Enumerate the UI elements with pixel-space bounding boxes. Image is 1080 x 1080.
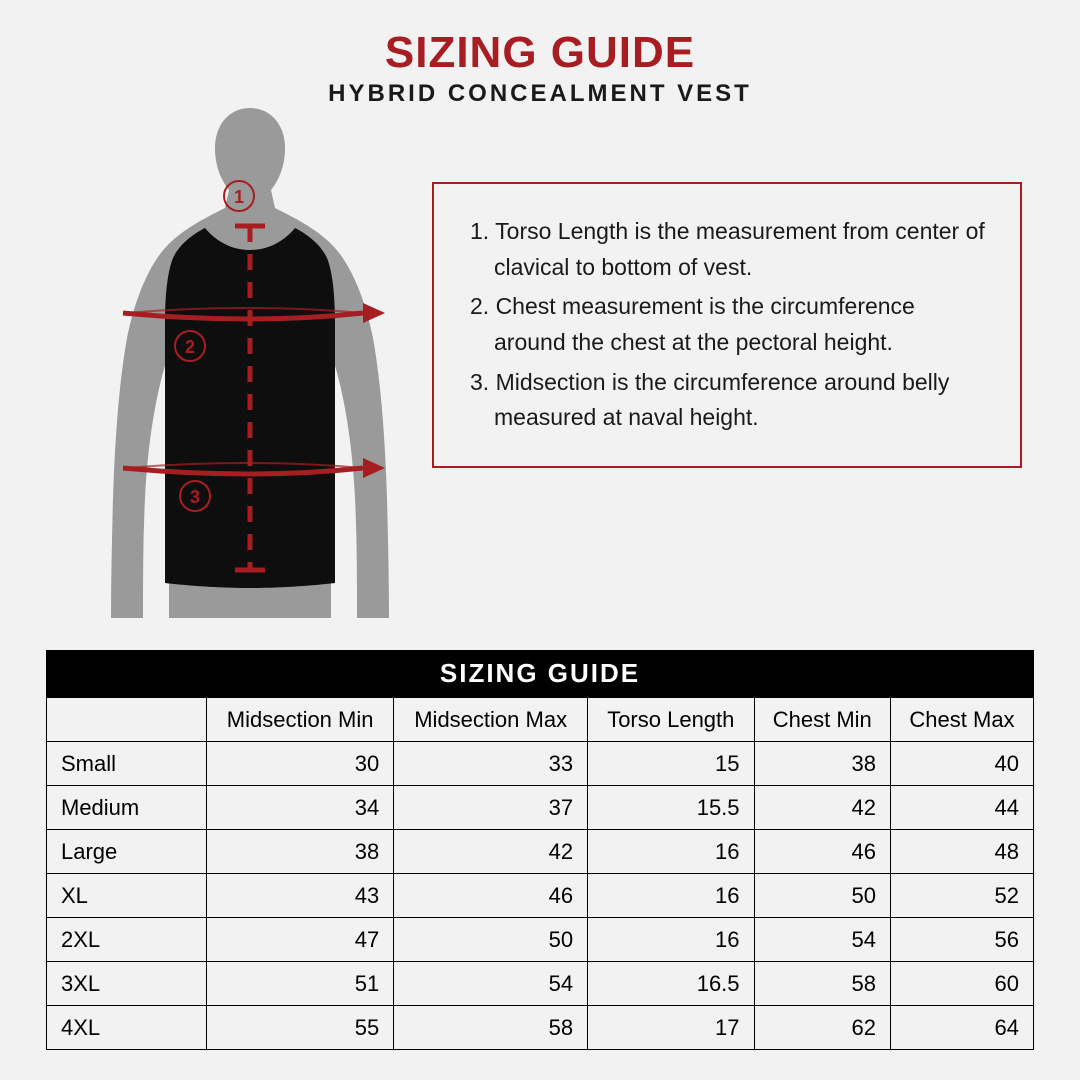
body-diagram: 1 2 3 [85, 98, 415, 628]
value-cell: 15 [588, 742, 754, 786]
table-col-size [47, 698, 207, 742]
value-cell: 33 [394, 742, 588, 786]
size-cell: Medium [47, 786, 207, 830]
value-cell: 16 [588, 830, 754, 874]
value-cell: 46 [754, 830, 890, 874]
table-row: XL4346165052 [47, 874, 1034, 918]
value-cell: 38 [207, 830, 394, 874]
table-row: 4XL5558176264 [47, 1006, 1034, 1050]
table-col: Midsection Min [207, 698, 394, 742]
value-cell: 48 [890, 830, 1033, 874]
value-cell: 58 [754, 962, 890, 1006]
table-title: SIZING GUIDE [46, 650, 1034, 697]
torso-length-marker-label: 1 [234, 187, 244, 207]
value-cell: 42 [754, 786, 890, 830]
value-cell: 30 [207, 742, 394, 786]
table-header-row: Midsection MinMidsection MaxTorso Length… [47, 698, 1034, 742]
table-row: 2XL4750165456 [47, 918, 1034, 962]
size-cell: 2XL [47, 918, 207, 962]
table-row: Large3842164648 [47, 830, 1034, 874]
table-body: Small3033153840Medium343715.54244Large38… [47, 742, 1034, 1050]
value-cell: 16 [588, 874, 754, 918]
value-cell: 54 [394, 962, 588, 1006]
value-cell: 40 [890, 742, 1033, 786]
midsection-marker-label: 3 [190, 487, 200, 507]
table-col: Chest Min [754, 698, 890, 742]
value-cell: 64 [890, 1006, 1033, 1050]
value-cell: 38 [754, 742, 890, 786]
value-cell: 52 [890, 874, 1033, 918]
value-cell: 44 [890, 786, 1033, 830]
value-cell: 34 [207, 786, 394, 830]
instruction-2: 2. Chest measurement is the circumferenc… [470, 289, 992, 360]
value-cell: 46 [394, 874, 588, 918]
value-cell: 51 [207, 962, 394, 1006]
value-cell: 55 [207, 1006, 394, 1050]
size-cell: XL [47, 874, 207, 918]
header: SIZING GUIDE HYBRID CONCEALMENT VEST [0, 0, 1080, 108]
size-cell: 3XL [47, 962, 207, 1006]
instruction-box: 1. Torso Length is the measurement from … [432, 182, 1022, 468]
table-row: Medium343715.54244 [47, 786, 1034, 830]
chest-marker-label: 2 [185, 337, 195, 357]
value-cell: 42 [394, 830, 588, 874]
value-cell: 37 [394, 786, 588, 830]
sizing-table-wrap: SIZING GUIDE Midsection MinMidsection Ma… [46, 650, 1034, 1050]
size-cell: Large [47, 830, 207, 874]
value-cell: 43 [207, 874, 394, 918]
table-col: Chest Max [890, 698, 1033, 742]
value-cell: 15.5 [588, 786, 754, 830]
value-cell: 58 [394, 1006, 588, 1050]
table-col: Midsection Max [394, 698, 588, 742]
value-cell: 56 [890, 918, 1033, 962]
size-cell: 4XL [47, 1006, 207, 1050]
value-cell: 16.5 [588, 962, 754, 1006]
value-cell: 50 [754, 874, 890, 918]
value-cell: 62 [754, 1006, 890, 1050]
size-cell: Small [47, 742, 207, 786]
value-cell: 47 [207, 918, 394, 962]
sizing-table: Midsection MinMidsection MaxTorso Length… [46, 697, 1034, 1050]
table-col: Torso Length [588, 698, 754, 742]
page-title: SIZING GUIDE [0, 28, 1080, 78]
value-cell: 54 [754, 918, 890, 962]
table-row: 3XL515416.55860 [47, 962, 1034, 1006]
value-cell: 50 [394, 918, 588, 962]
instruction-3: 3. Midsection is the circumference aroun… [470, 365, 992, 436]
table-row: Small3033153840 [47, 742, 1034, 786]
value-cell: 60 [890, 962, 1033, 1006]
diagram-and-instructions: 1 2 3 1. Torso Length is the measurement f… [0, 108, 1080, 633]
instruction-1: 1. Torso Length is the measurement from … [470, 214, 992, 285]
value-cell: 17 [588, 1006, 754, 1050]
value-cell: 16 [588, 918, 754, 962]
